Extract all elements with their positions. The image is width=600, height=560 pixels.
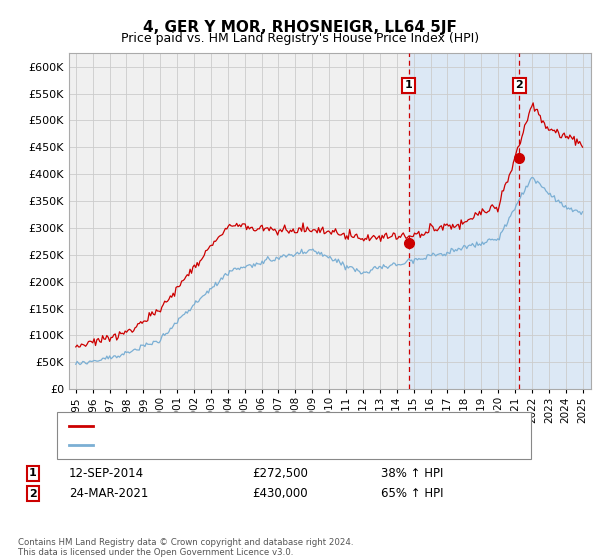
- Text: Contains HM Land Registry data © Crown copyright and database right 2024.
This d: Contains HM Land Registry data © Crown c…: [18, 538, 353, 557]
- Text: Price paid vs. HM Land Registry's House Price Index (HPI): Price paid vs. HM Land Registry's House …: [121, 32, 479, 45]
- Text: HPI: Average price, detached house, Isle of Anglesey: HPI: Average price, detached house, Isle…: [97, 440, 386, 450]
- Text: 12-SEP-2014: 12-SEP-2014: [69, 466, 144, 480]
- Text: £272,500: £272,500: [252, 466, 308, 480]
- Text: 4, GER Y MOR, RHOSNEIGR, LL64 5JF (detached house): 4, GER Y MOR, RHOSNEIGR, LL64 5JF (detac…: [97, 421, 398, 431]
- Text: 2: 2: [515, 81, 523, 91]
- Text: 65% ↑ HPI: 65% ↑ HPI: [381, 487, 443, 501]
- Text: 4, GER Y MOR, RHOSNEIGR, LL64 5JF: 4, GER Y MOR, RHOSNEIGR, LL64 5JF: [143, 20, 457, 35]
- Text: 38% ↑ HPI: 38% ↑ HPI: [381, 466, 443, 480]
- Text: £430,000: £430,000: [252, 487, 308, 501]
- Text: 1: 1: [29, 468, 37, 478]
- Text: 2: 2: [29, 489, 37, 499]
- Text: 1: 1: [404, 81, 412, 91]
- Bar: [409, 53, 600, 389]
- Text: 24-MAR-2021: 24-MAR-2021: [69, 487, 148, 501]
